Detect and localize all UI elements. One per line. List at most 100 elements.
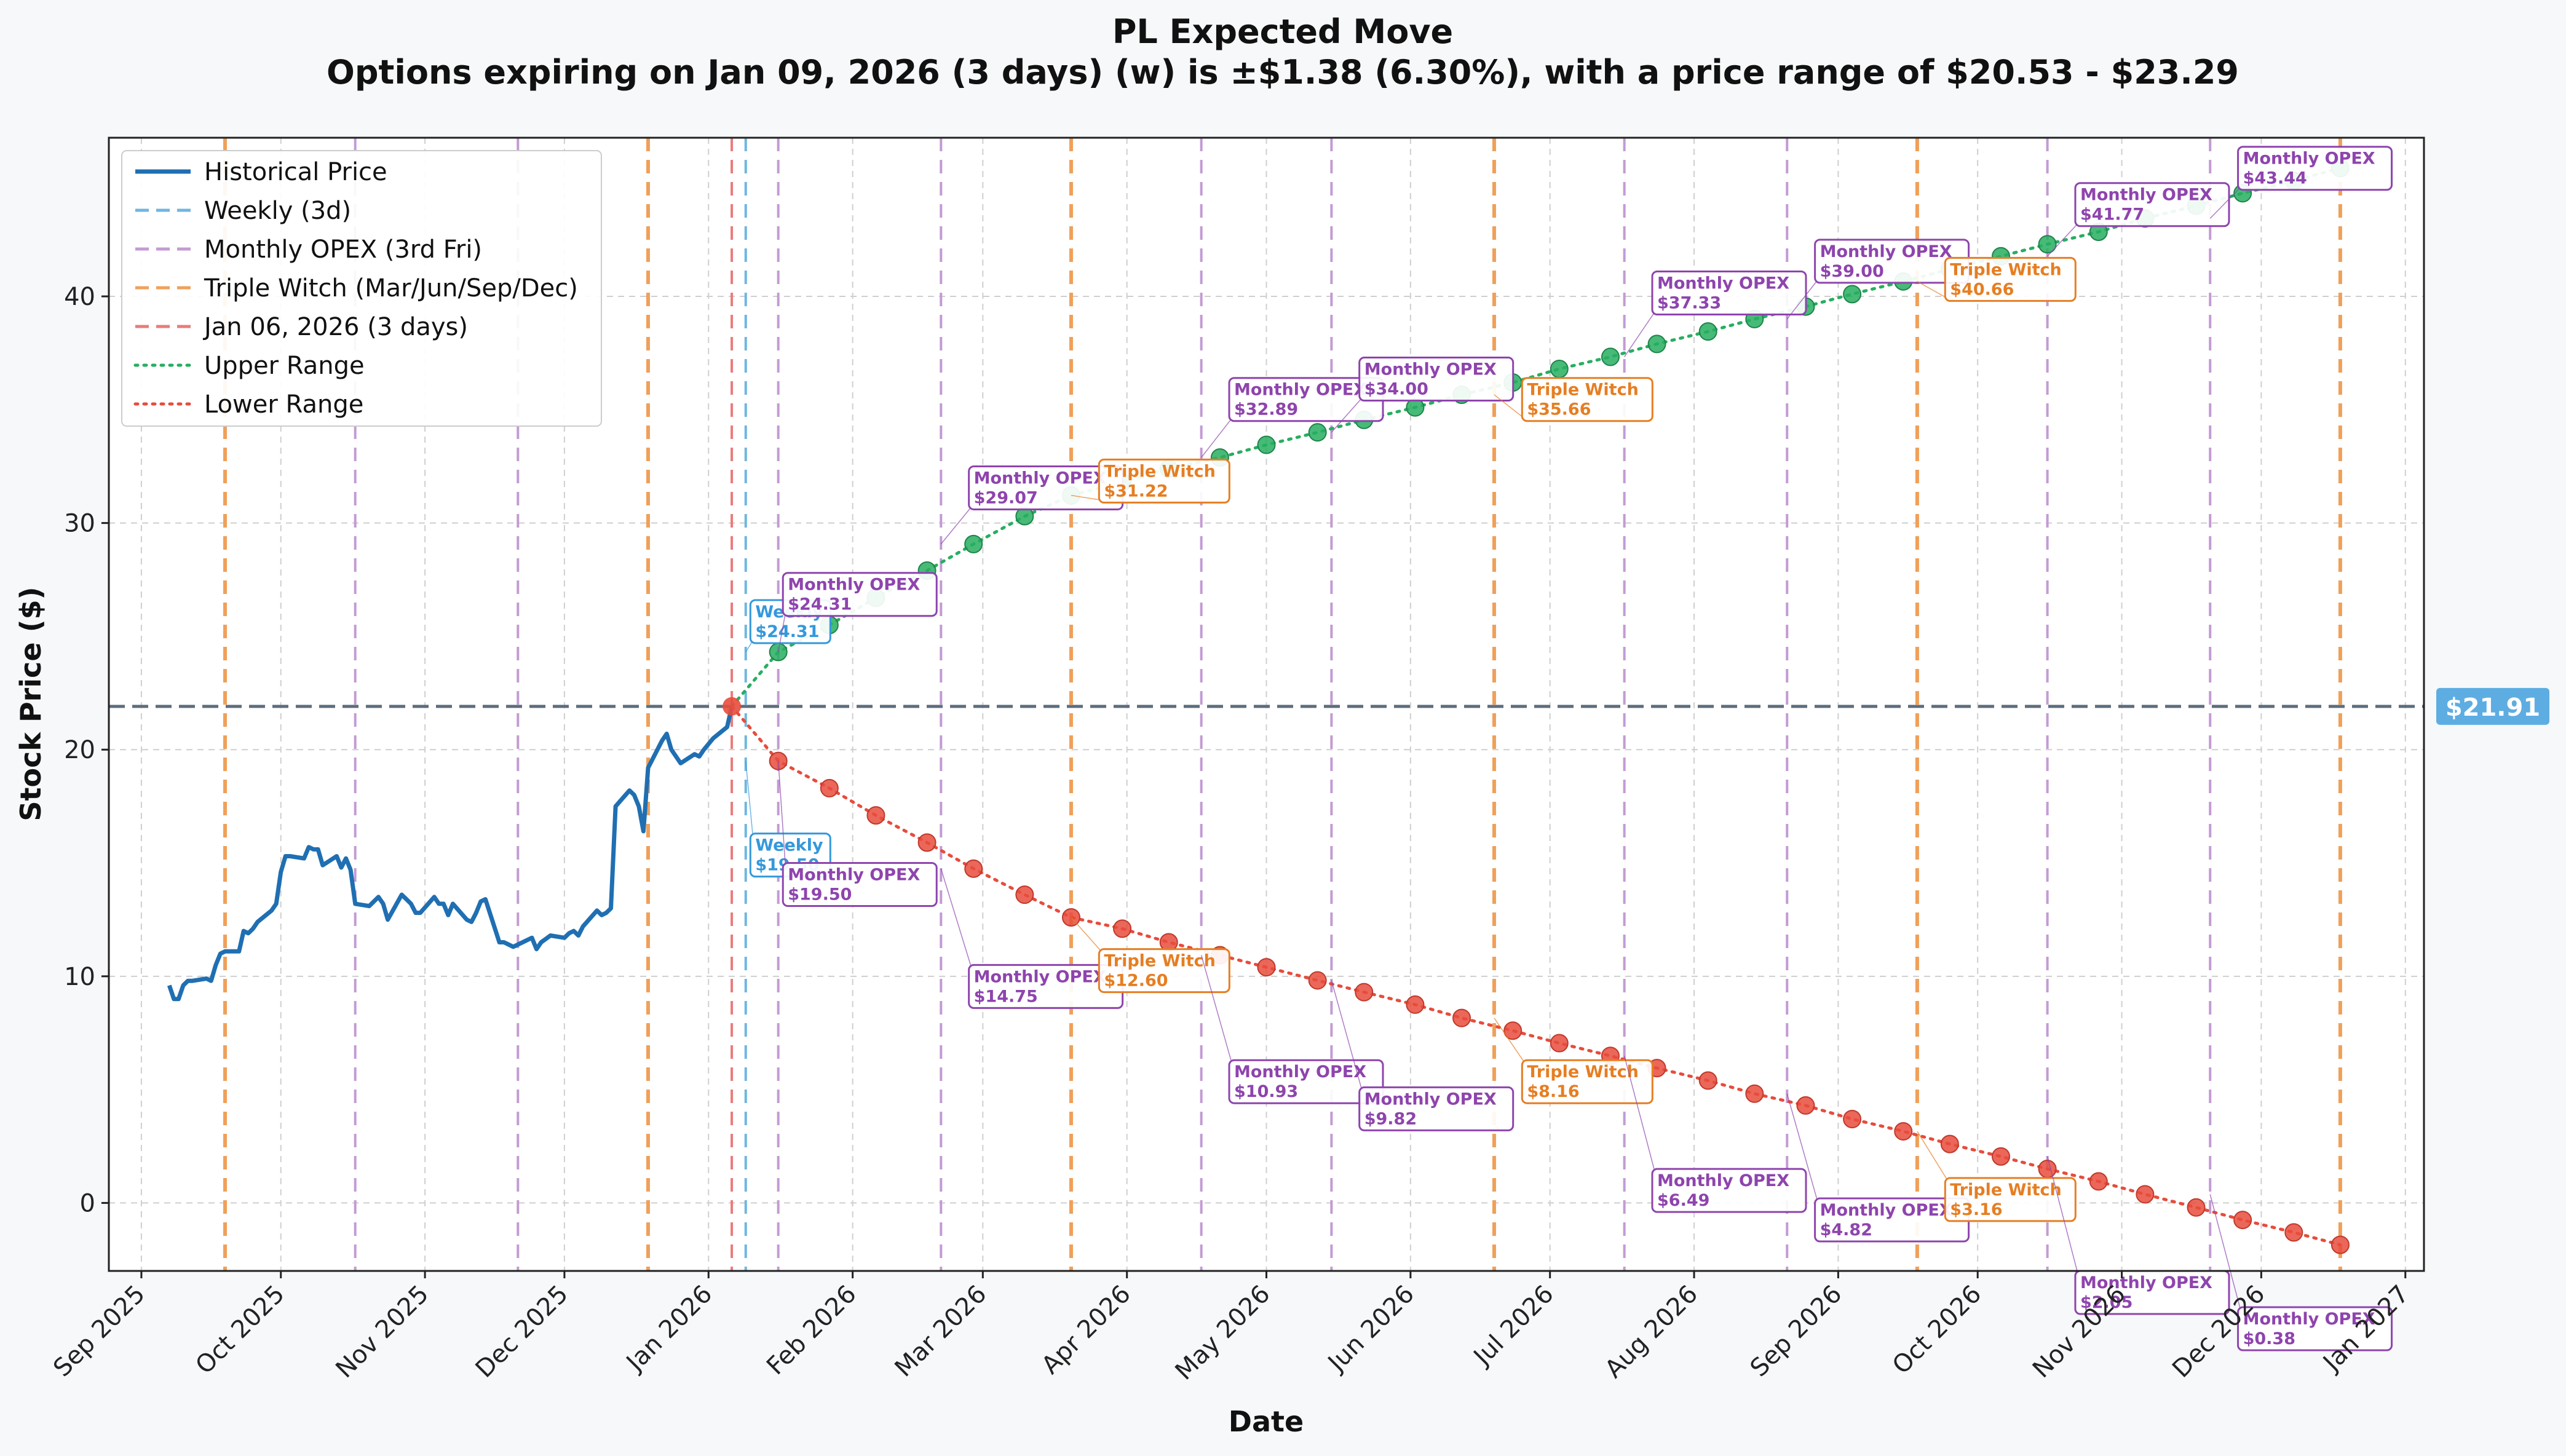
upper-range-point	[964, 534, 983, 553]
monthly-annotation: Monthly OPEX$29.07	[940, 465, 1124, 545]
lower-range-point	[1015, 885, 1034, 904]
monthly-annotation: Monthly OPEX$14.75	[940, 868, 1124, 1009]
annotation-value: $39.00	[1820, 262, 1884, 281]
annotation-leader-line	[2047, 223, 2078, 257]
annotation-label: Monthly OPEX	[2243, 1310, 2375, 1329]
annotation-value: $8.16	[1527, 1082, 1579, 1101]
lower-range-point	[1406, 995, 1425, 1014]
lower-range-point	[1843, 1110, 1862, 1129]
annotation-label: Monthly OPEX	[1234, 1062, 1366, 1082]
triple-annotation: Triple Witch$40.66	[1917, 256, 2077, 302]
upper-range-point	[1601, 347, 1620, 366]
annotation-value: $35.66	[1527, 400, 1591, 419]
lower-range-point	[2187, 1198, 2206, 1217]
annotation-box	[782, 572, 938, 617]
monthly-annotation: Monthly OPEX$6.49	[1623, 1056, 1807, 1213]
y-tick-label: 30	[64, 510, 95, 538]
annotation-leader-line	[1917, 281, 1948, 299]
annotation-label: Monthly OPEX	[1657, 1171, 1789, 1190]
monthly-annotation: Monthly OPEX$24.31	[777, 572, 938, 652]
annotation-label: Monthly OPEX	[2080, 1273, 2212, 1292]
monthly-annotation: Monthly OPEX$39.00	[1786, 239, 1970, 320]
monthly-annotation: Monthly OPEX$10.93	[1200, 955, 1384, 1104]
y-axis-label: Stock Price ($)	[14, 587, 47, 821]
annotation-label: Monthly OPEX	[788, 866, 920, 885]
annotation-leader-line	[2209, 1194, 2241, 1310]
annotation-value: $24.31	[755, 622, 819, 641]
annotation-box	[1944, 256, 2077, 302]
annotation-leader-line	[1331, 398, 1363, 433]
lower-range-point	[1698, 1071, 1717, 1090]
annotation-leader-line	[1200, 955, 1232, 1063]
triple-annotation: Triple Witch$8.16	[1494, 1018, 1653, 1104]
annotation-leader-line	[940, 506, 972, 545]
lower-range-point	[1257, 958, 1276, 977]
lower-range-point	[1796, 1096, 1815, 1115]
current-price-label: $21.91	[2445, 694, 2540, 722]
annotation-leader-line	[1071, 917, 1102, 952]
annotation-leader-line	[1201, 418, 1232, 458]
current-price-point	[723, 697, 742, 716]
annotation-label: Triple Witch	[1527, 1062, 1639, 1082]
lower-range-point	[866, 806, 885, 825]
annotation-box	[1098, 458, 1230, 504]
legend-label-lower: Lower Range	[204, 390, 363, 419]
lower-range-point	[964, 859, 983, 878]
legend-label-today: Jan 06, 2026 (3 days)	[202, 313, 468, 341]
current-price-layer: $21.91	[109, 687, 2549, 725]
lower-range-point	[2233, 1211, 2252, 1230]
lower-range-point	[1940, 1134, 1959, 1153]
lower-range-point	[1355, 983, 1374, 1002]
upper-range-point	[1308, 423, 1327, 442]
annotation-leader-line	[1917, 1131, 1948, 1181]
annotation-value: $41.77	[2080, 205, 2144, 224]
upper-range-point	[1843, 285, 1862, 304]
annotation-label: Monthly OPEX	[1820, 1201, 1952, 1220]
annotation-box	[2237, 1306, 2393, 1351]
annotation-label: Monthly OPEX	[2243, 149, 2375, 168]
monthly-annotation: Monthly OPEX$19.50	[777, 761, 938, 908]
legend-label-upper: Upper Range	[204, 352, 365, 380]
lower-range-point	[1503, 1021, 1523, 1040]
annotation-box	[1098, 948, 1230, 994]
annotation-box	[1358, 357, 1515, 402]
triple-annotation: Triple Witch$31.22	[1071, 458, 1230, 504]
lower-range-point	[2330, 1235, 2350, 1254]
legend-label-weekly: Weekly (3d)	[204, 197, 351, 225]
annotation-label: Monthly OPEX	[1364, 1090, 1497, 1109]
annotation-label: Weekly	[755, 836, 823, 855]
upper-range-point	[1257, 435, 1276, 454]
annotation-box	[1651, 270, 1807, 315]
y-tick-label: 0	[80, 1189, 95, 1217]
monthly-annotation: Monthly OPEX$43.44	[2209, 146, 2393, 219]
annotation-leader-line	[940, 868, 972, 968]
lower-range-line	[730, 705, 2342, 1247]
annotation-label: Monthly OPEX	[788, 576, 920, 595]
annotation-box	[1521, 377, 1653, 422]
annotation-value: $29.07	[974, 488, 1038, 507]
upper-range-point	[1647, 334, 1666, 354]
annotation-leader-line	[2046, 1156, 2078, 1274]
annotation-value: $0.38	[2243, 1329, 2295, 1348]
monthly-annotation: Monthly OPEX$32.89	[1201, 377, 1384, 458]
upper-range-point	[1698, 322, 1717, 341]
annotation-value: $31.22	[1104, 481, 1168, 501]
triple-annotation: Triple Witch$3.16	[1917, 1131, 2077, 1222]
annotation-value: $6.49	[1657, 1191, 1709, 1210]
triple-annotation: Triple Witch$12.60	[1071, 917, 1230, 994]
legend-label-monthly: Monthly OPEX (3rd Fri)	[204, 235, 482, 264]
y-tick-label: 10	[64, 963, 95, 991]
lower-range-point	[1452, 1008, 1471, 1027]
annotation-label: Monthly OPEX	[974, 469, 1106, 488]
lower-range-point	[917, 833, 937, 852]
annotation-value: $40.66	[1950, 280, 2014, 299]
annotation-value: $19.50	[788, 885, 852, 904]
annotation-label: Monthly OPEX	[1234, 381, 1366, 400]
annotation-label: Monthly OPEX	[1364, 360, 1497, 379]
current-price-badge	[2436, 687, 2549, 725]
annotation-leader-line	[1494, 394, 1525, 419]
annotation-label: Monthly OPEX	[2080, 186, 2212, 205]
y-tick-label: 20	[64, 736, 95, 764]
